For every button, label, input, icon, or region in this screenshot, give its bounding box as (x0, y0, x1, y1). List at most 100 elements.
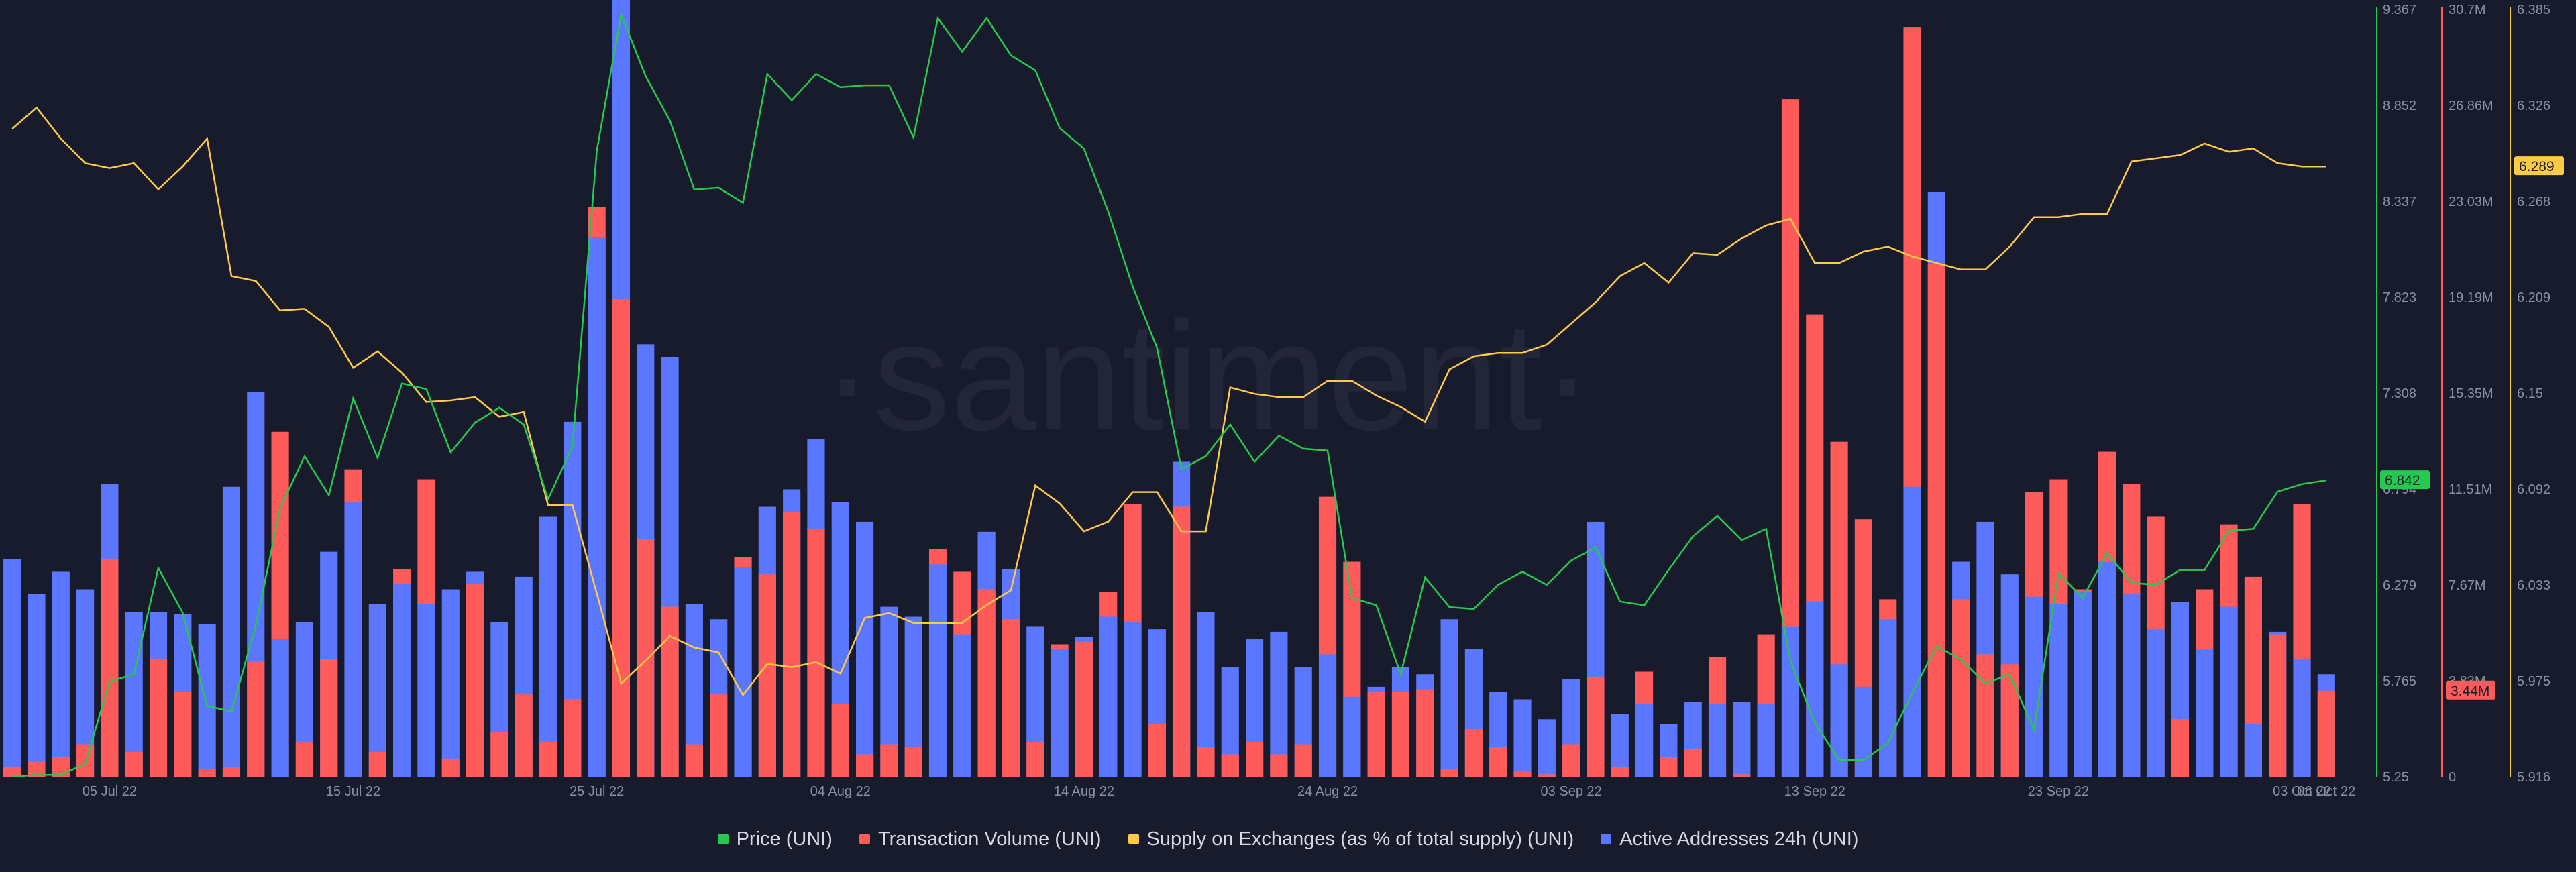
active-addresses-bar (1854, 686, 1872, 777)
lines-layer (11, 11, 2326, 778)
volume-bar (3, 767, 21, 777)
supply-tick-label: 6.033 (2517, 578, 2551, 593)
legend-swatch (1601, 834, 1612, 844)
legend-item[interactable]: Supply on Exchanges (as % of total suppl… (1128, 828, 1574, 851)
legend-swatch (859, 834, 870, 844)
legend-label: Active Addresses 24h (UNI) (1619, 828, 1859, 850)
volume-bar (1002, 619, 1020, 777)
active-addresses-bar (1806, 602, 1824, 777)
volume-bar (612, 299, 631, 777)
active-addresses-bar (344, 502, 362, 777)
supply-tick-label: 6.326 (2517, 99, 2551, 113)
legend-item[interactable]: Active Addresses 24h (UNI) (1601, 828, 1858, 851)
active-addresses-bar (1270, 631, 1288, 777)
legend-item[interactable]: Transaction Volume (UNI) (859, 828, 1102, 851)
legend-swatch (1128, 834, 1139, 844)
volume-bar (539, 741, 557, 777)
supply-current-badge (2514, 156, 2564, 176)
volume-bar (1489, 747, 1507, 777)
active-addresses-bar (953, 634, 971, 777)
price-current-badge (2380, 470, 2430, 490)
volume-bar (2171, 719, 2190, 777)
legend-label: Price (UNI) (736, 828, 833, 850)
active-addresses-bar (441, 589, 460, 777)
y-axes: 5.255.7656.2796.7947.3087.8238.3378.8529… (2376, 3, 2564, 785)
supply-tick-label: 6.15 (2517, 386, 2543, 401)
price-tick-label: 7.308 (2383, 386, 2416, 401)
volume-bar (125, 751, 143, 777)
supply-tick-label: 5.975 (2517, 674, 2551, 689)
active-addresses-bar (1733, 702, 1751, 777)
volume-tick-label: 7.67M (2449, 578, 2486, 593)
active-addresses-bar (1830, 664, 1848, 777)
supply-current-value: 6.289 (2519, 159, 2555, 174)
active-addresses-bar (2049, 604, 2068, 777)
x-tick-label: 03 Oct 22 (2273, 784, 2331, 799)
supply-tick-label: 6.209 (2517, 290, 2551, 305)
active-addresses-bar (393, 584, 411, 777)
supply-tick-label: 5.916 (2517, 770, 2551, 785)
x-tick-label: 25 Jul 22 (570, 784, 624, 799)
active-addresses-bar (1099, 616, 1118, 777)
volume-bar (831, 704, 849, 777)
active-addresses-bar (1611, 714, 1629, 777)
volume-bar (1587, 676, 1605, 777)
x-tick-label: 06 Oct 22 (2297, 784, 2355, 799)
volume-bar (2317, 690, 2335, 777)
active-addresses-bar (2220, 606, 2238, 777)
price-tick-label: 8.852 (2383, 99, 2416, 113)
x-tick-label: 23 Sep 22 (2028, 784, 2089, 799)
x-tick-label: 24 Aug 22 (1297, 784, 1358, 799)
volume-bar (1513, 771, 1532, 777)
volume-bar (661, 606, 679, 777)
volume-bar (1416, 689, 1434, 777)
volume-tick-label: 11.51M (2449, 482, 2492, 497)
active-addresses-bar (928, 564, 947, 777)
volume-bar (28, 761, 46, 777)
active-addresses-bar (3, 559, 21, 777)
supply-tick-label: 6.268 (2517, 195, 2551, 209)
price-tick-label: 7.823 (2383, 290, 2416, 305)
active-addresses-bar (2147, 629, 2165, 777)
active-addresses-bar (2244, 724, 2262, 777)
active-addresses-bar (539, 516, 557, 777)
volume-bar (856, 754, 874, 777)
volume-bar (1562, 744, 1580, 777)
volume-bar (880, 744, 898, 777)
volume-bar (1611, 767, 1629, 777)
volume-bar (1197, 747, 1215, 777)
volume-bar (466, 584, 484, 777)
volume-bar (1270, 754, 1288, 777)
active-addresses-bar (125, 612, 143, 777)
volume-bar (52, 757, 70, 777)
active-addresses-bar (2074, 592, 2092, 777)
active-addresses-bar (198, 624, 216, 777)
volume-bar (1075, 641, 1093, 777)
volume-bar (1976, 654, 1994, 777)
volume-current-badge (2446, 680, 2496, 700)
x-tick-label: 13 Sep 22 (1784, 784, 1845, 799)
active-addresses-bar (417, 604, 435, 777)
active-addresses-bar (1440, 619, 1458, 777)
active-addresses-bar (271, 639, 289, 777)
volume-current-value: 3.44M (2451, 684, 2489, 699)
volume-tick-label: 0 (2449, 770, 2456, 785)
volume-bar (295, 741, 313, 777)
volume-bar (1684, 749, 1702, 777)
volume-bar (977, 589, 996, 777)
bars-layer (3, 0, 2335, 777)
volume-bar (1294, 744, 1312, 777)
active-addresses-bar (1124, 621, 1142, 777)
active-addresses-bar (1051, 649, 1069, 777)
active-addresses-bar (2098, 561, 2116, 777)
volume-bar (490, 731, 508, 777)
price-tick-label: 5.25 (2383, 770, 2409, 785)
volume-bar (2000, 664, 2019, 777)
active-addresses-bar (1635, 704, 1654, 777)
x-axis: 05 Jul 22 15 Jul 22 25 Jul 22 04 Aug 22 14 A… (83, 784, 2355, 799)
legend-item[interactable]: Price (UNI) (717, 828, 833, 851)
volume-bar (1952, 599, 1970, 777)
volume-tick-label: 30.7M (2449, 3, 2486, 17)
active-addresses-bar (1757, 704, 1775, 777)
